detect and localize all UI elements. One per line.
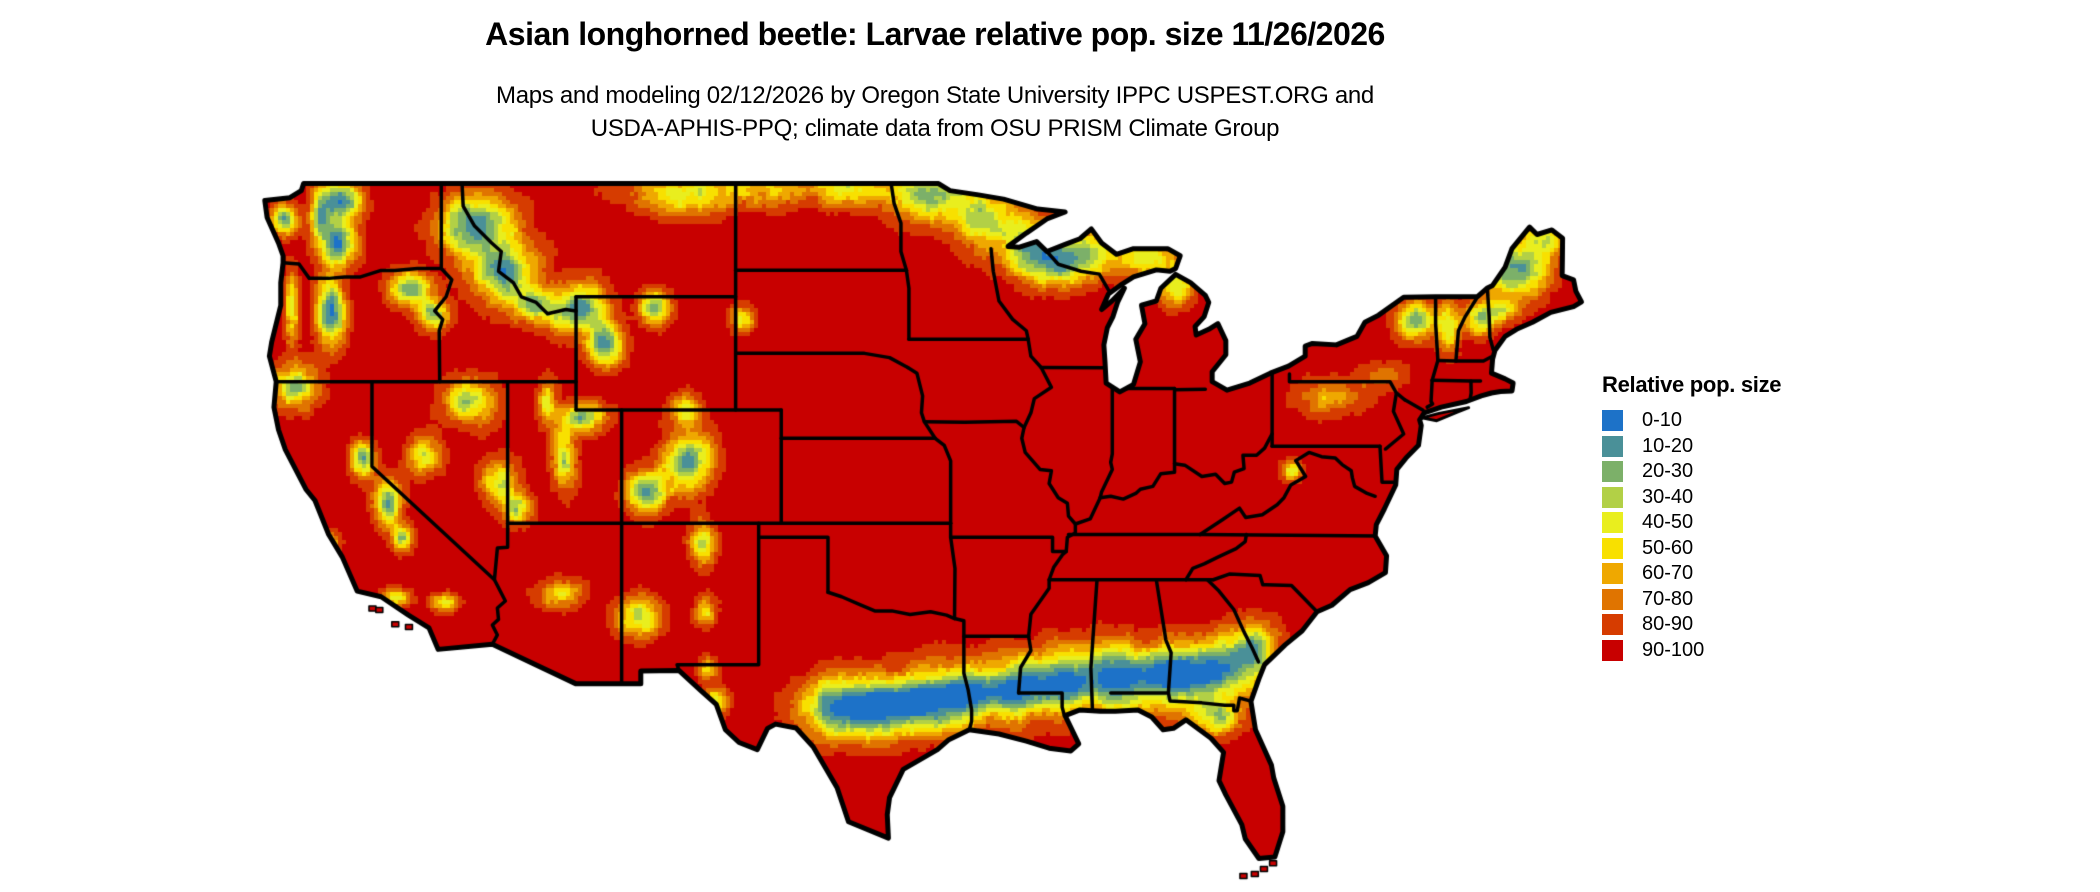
legend-title: Relative pop. size	[1602, 372, 1782, 397]
legend-swatch-50-60	[1602, 537, 1623, 559]
legend-label: 10-20	[1642, 434, 1694, 457]
legend-item: 50-60	[1602, 536, 1781, 562]
legend-label: 0-10	[1642, 409, 1683, 432]
header: Asian longhorned beetle: Larvae relative…	[0, 16, 1870, 145]
legend-swatch-40-50	[1602, 512, 1623, 534]
page-title: Asian longhorned beetle: Larvae relative…	[485, 16, 1385, 52]
legend-label: 70-80	[1642, 587, 1694, 610]
legend-swatch-30-40	[1602, 486, 1623, 508]
legend-item: 90-100	[1602, 638, 1781, 664]
legend-item: 60-70	[1602, 561, 1781, 587]
legend-swatch-80-90	[1602, 614, 1623, 636]
legend-item: 10-20	[1602, 434, 1781, 460]
legend-item: 80-90	[1602, 612, 1781, 638]
legend-swatch-60-70	[1602, 563, 1623, 585]
legend-item: 70-80	[1602, 587, 1781, 613]
legend-label: 90-100	[1642, 638, 1705, 661]
legend-label: 80-90	[1642, 613, 1694, 636]
legend-label: 40-50	[1642, 511, 1694, 534]
legend-swatch-20-30	[1602, 461, 1623, 483]
legend-item: 40-50	[1602, 510, 1781, 536]
subtitle-line-2: USDA-APHIS-PPQ; climate data from OSU PR…	[590, 115, 1280, 142]
subtitle-line-1: Maps and modeling 02/12/2026 by Oregon S…	[496, 82, 1374, 109]
legend-swatch-0-10	[1602, 410, 1623, 432]
legend-item: 30-40	[1602, 485, 1781, 511]
legend-label: 60-70	[1642, 562, 1694, 585]
legend-item: 20-30	[1602, 459, 1781, 485]
legend-swatch-90-100	[1602, 639, 1623, 661]
legend-swatch-10-20	[1602, 435, 1623, 457]
legend-label: 50-60	[1642, 536, 1694, 559]
us-risk-map-canvas	[250, 168, 1590, 892]
legend-items: 0-10 10-20 20-30 30-40 40-50 50-60 60-70 70-80 8…	[1602, 408, 1781, 663]
legend-label: 30-40	[1642, 485, 1694, 508]
legend-label: 20-30	[1642, 460, 1694, 483]
legend: Relative pop. size 0-10 10-20 20-30 30-40 40…	[1602, 372, 1782, 663]
legend-item: 0-10	[1602, 408, 1781, 434]
map-subtitle: Maps and modeling 02/12/2026 by Oregon S…	[0, 79, 1870, 145]
legend-swatch-70-80	[1602, 588, 1623, 610]
